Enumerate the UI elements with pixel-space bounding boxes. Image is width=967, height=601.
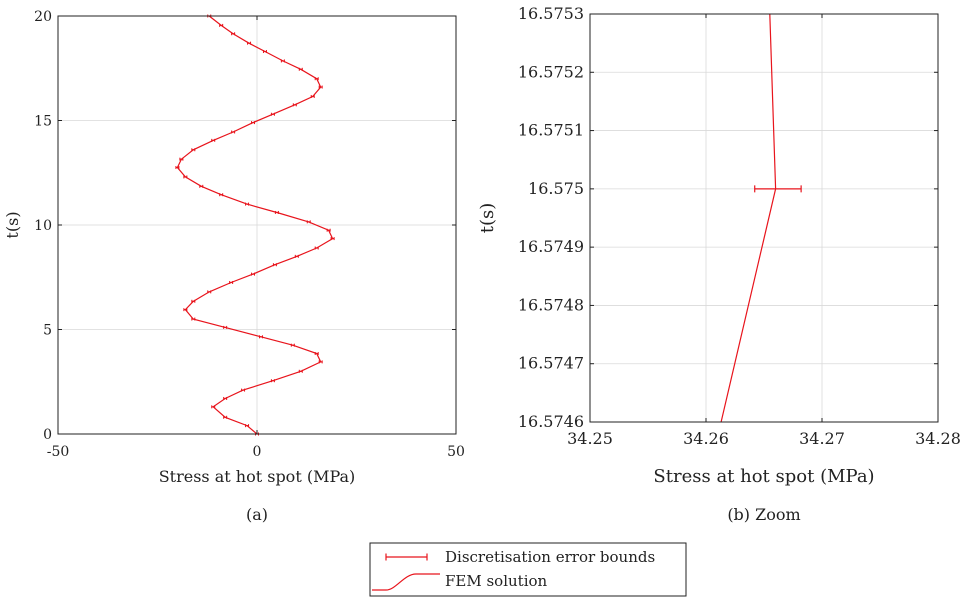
x-tick-label: -50 — [47, 444, 70, 460]
legend-errorbar-icon — [385, 553, 428, 561]
x-tick-label: 0 — [253, 444, 262, 460]
x-axis-label-b: Stress at hot spot (MPa) — [653, 466, 874, 487]
y-tick-label: 16.575 — [528, 179, 584, 198]
x-tick-label: 34.26 — [683, 429, 729, 448]
x-tick-label: 34.25 — [567, 429, 613, 448]
legend-box — [369, 542, 687, 597]
y-axis-label-b: t(s) — [477, 203, 498, 234]
y-tick-label: 15 — [34, 114, 52, 130]
x-tick-label: 34.28 — [915, 429, 961, 448]
legend-fem-curve-icon — [372, 573, 440, 591]
fem-solution-line — [176, 15, 334, 435]
y-tick-label: 16.5751 — [518, 121, 584, 140]
y-tick-label: 20 — [34, 9, 52, 25]
y-axis-label-a: t(s) — [3, 211, 22, 238]
legend: Discretisation error bounds FEM solution — [369, 542, 687, 597]
x-axis-label-a: Stress at hot spot (MPa) — [159, 467, 356, 486]
panel-b: 34.25 34.26 34.27 34.28 16.5746 16.5747 16.57… — [477, 4, 961, 524]
x-tick-label: 34.27 — [799, 429, 845, 448]
legend-label-error-bounds: Discretisation error bounds — [445, 548, 655, 566]
y-tick-label: 0 — [43, 427, 52, 443]
y-tick-label: 5 — [43, 323, 52, 339]
x-tick-label: 50 — [447, 444, 465, 460]
caption-b: (b) Zoom — [727, 505, 800, 524]
legend-label-fem: FEM solution — [445, 572, 548, 590]
y-tick-label: 16.5749 — [518, 237, 584, 256]
y-tick-label: 16.5746 — [518, 412, 584, 431]
y-tick-label: 16.5752 — [518, 62, 584, 81]
y-tick-label: 16.5748 — [518, 295, 584, 314]
y-tick-label: 10 — [34, 218, 52, 234]
caption-a: (a) — [246, 505, 268, 524]
y-tick-label: 16.5747 — [518, 354, 584, 373]
y-tick-label: 16.5753 — [518, 4, 584, 23]
plot-frame-b — [589, 13, 939, 423]
